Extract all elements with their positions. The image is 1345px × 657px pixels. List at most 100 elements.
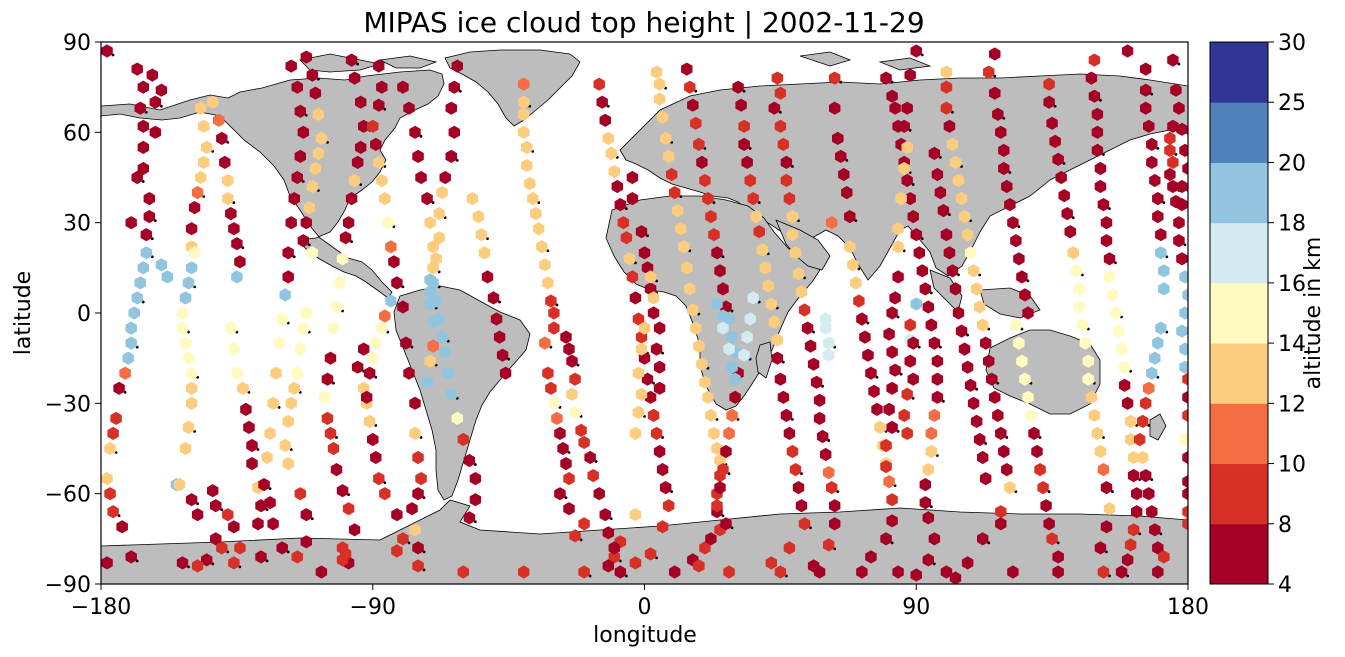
cloud-top-point bbox=[922, 553, 934, 567]
cloud-top-point bbox=[693, 137, 705, 151]
orbit-dot bbox=[1193, 298, 1196, 301]
cloud-top-point bbox=[952, 306, 965, 320]
cloud-top-point bbox=[288, 192, 300, 206]
cloud-top-point bbox=[228, 342, 240, 356]
cloud-top-point bbox=[279, 438, 291, 453]
cloud-top-point bbox=[1124, 414, 1137, 428]
cloud-top-point bbox=[838, 167, 850, 182]
cloud-top-point bbox=[1028, 426, 1040, 440]
cloud-top-point bbox=[113, 381, 125, 395]
cloud-top-point bbox=[699, 541, 711, 555]
cloud-top-point bbox=[327, 441, 340, 456]
cloud-top-point bbox=[955, 324, 968, 338]
cloud-top-point bbox=[653, 77, 666, 91]
cloud-top-point bbox=[231, 270, 243, 284]
orbit-dot bbox=[1193, 400, 1196, 403]
cloud-top-point bbox=[620, 231, 633, 245]
cloud-top-point bbox=[726, 330, 738, 344]
cloud-top-point bbox=[928, 336, 941, 350]
cloud-top-point bbox=[765, 297, 777, 311]
cloud-top-point bbox=[675, 222, 687, 236]
cloud-top-point bbox=[889, 363, 901, 377]
cloud-top-point bbox=[865, 550, 877, 564]
colorbar-tick-label: 20 bbox=[1278, 151, 1306, 176]
cloud-top-point bbox=[780, 408, 793, 422]
cloud-top-point bbox=[798, 303, 811, 317]
cloud-top-point bbox=[475, 228, 488, 242]
cloud-top-point bbox=[998, 444, 1010, 459]
cloud-top-point bbox=[351, 155, 364, 169]
cloud-top-point bbox=[1109, 306, 1122, 320]
cloud-top-point bbox=[738, 348, 750, 362]
cloud-top-point bbox=[1182, 161, 1188, 176]
cloud-top-point bbox=[690, 116, 702, 130]
cloud-top-point bbox=[777, 137, 790, 151]
cloud-top-point bbox=[1152, 565, 1164, 579]
cloud-top-point bbox=[436, 186, 448, 200]
colorbar-bin bbox=[1210, 42, 1268, 103]
cloud-top-point bbox=[463, 453, 476, 468]
cloud-top-point bbox=[282, 270, 294, 284]
cloud-top-point bbox=[989, 47, 1001, 61]
cloud-top-point bbox=[1049, 134, 1061, 148]
cloud-top-point bbox=[348, 173, 361, 188]
cloud-top-point bbox=[977, 532, 989, 546]
cloud-top-point bbox=[252, 517, 264, 531]
cloud-top-point bbox=[1091, 125, 1104, 139]
cloud-top-point bbox=[569, 405, 581, 419]
cloud-top-point bbox=[518, 565, 530, 579]
cloud-top-point bbox=[593, 77, 605, 91]
cloud-top-point bbox=[886, 493, 898, 507]
cloud-top-point bbox=[222, 173, 234, 188]
y-tick-label: 0 bbox=[77, 302, 91, 327]
cloud-top-point bbox=[391, 544, 403, 558]
cloud-top-point bbox=[922, 300, 934, 314]
cloud-top-point bbox=[1170, 83, 1182, 97]
x-tick-label: 90 bbox=[902, 595, 930, 620]
cloud-top-point bbox=[1149, 523, 1161, 537]
cloud-top-point bbox=[330, 463, 343, 477]
cloud-top-point bbox=[711, 499, 723, 513]
cloud-top-point bbox=[185, 261, 198, 275]
cloud-top-point bbox=[925, 318, 938, 332]
cloud-top-point bbox=[771, 351, 784, 365]
cloud-top-point bbox=[291, 366, 303, 380]
cloud-top-point bbox=[370, 336, 382, 350]
cloud-top-point bbox=[922, 511, 934, 525]
cloud-top-point bbox=[539, 258, 551, 272]
cloud-top-point bbox=[608, 164, 620, 179]
cloud-top-point bbox=[1167, 53, 1179, 67]
cloud-top-point bbox=[747, 291, 759, 305]
cloud-top-point bbox=[958, 210, 971, 224]
cloud-top-point bbox=[451, 59, 463, 73]
cloud-top-point bbox=[711, 297, 723, 311]
cloud-top-point bbox=[1085, 390, 1098, 404]
cloud-top-point bbox=[539, 336, 551, 350]
cloud-top-point bbox=[880, 460, 892, 474]
cloud-top-point bbox=[216, 131, 228, 145]
cloud-top-point bbox=[1121, 396, 1134, 410]
cloud-top-point bbox=[107, 505, 119, 519]
cloud-top-point bbox=[970, 282, 983, 296]
colorbar-tick-label: 18 bbox=[1278, 212, 1306, 237]
cloud-top-point bbox=[397, 80, 409, 94]
cloud-top-point bbox=[647, 408, 660, 422]
cloud-top-point bbox=[925, 444, 938, 459]
cloud-top-point bbox=[632, 366, 645, 380]
land-madagascar bbox=[755, 341, 773, 379]
cloud-top-point bbox=[711, 246, 723, 260]
cloud-top-point bbox=[650, 342, 663, 356]
cloud-top-point bbox=[285, 216, 297, 230]
cloud-top-point bbox=[291, 550, 303, 564]
cloud-top-point bbox=[518, 125, 530, 139]
cloud-top-point bbox=[146, 68, 158, 82]
cloud-top-point bbox=[684, 282, 696, 296]
cloud-top-point bbox=[771, 71, 784, 85]
cloud-top-point bbox=[789, 246, 802, 260]
cloud-top-point bbox=[1127, 450, 1140, 465]
cloud-top-point bbox=[820, 447, 832, 462]
cloud-top-point bbox=[880, 71, 892, 85]
cloud-top-point bbox=[1100, 520, 1113, 534]
cloud-top-point bbox=[1082, 372, 1095, 386]
cloud-top-point bbox=[1088, 53, 1101, 67]
